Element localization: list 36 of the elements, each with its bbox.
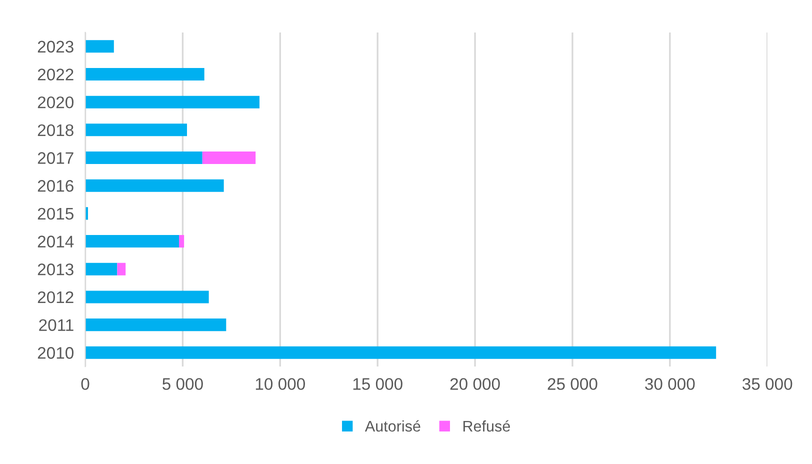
- bar: [85, 290, 209, 304]
- bar: [85, 96, 260, 108]
- y-tick-label: 2016: [38, 180, 74, 192]
- bar: [85, 68, 204, 81]
- y-tick-label: 2017: [38, 152, 74, 164]
- y-tick-label: 2023: [38, 40, 74, 53]
- bar: [178, 235, 184, 248]
- bar: [85, 235, 179, 248]
- bar: [202, 151, 256, 164]
- x-tick-label: 30 000: [645, 378, 695, 390]
- y-tick-label: 2022: [38, 68, 74, 80]
- bar: [117, 262, 126, 276]
- x-tick-label: 25 000: [548, 378, 598, 390]
- x-tick-label: 35 000: [742, 378, 792, 390]
- y-tick-label: 2010: [38, 347, 74, 359]
- y-tick-label: 2020: [38, 96, 74, 108]
- legend-label: Autorisé: [364, 420, 420, 432]
- bar: [85, 40, 114, 53]
- y-tick-label: 2018: [38, 124, 74, 136]
- bar: [85, 262, 118, 276]
- bar: [85, 179, 224, 192]
- x-tick-label: 10 000: [256, 378, 305, 390]
- bar: [85, 124, 187, 136]
- y-tick-label: 2015: [38, 208, 74, 220]
- x-tick-label: 0: [81, 378, 90, 390]
- y-tick-label: 2014: [38, 236, 74, 248]
- x-tick-label: 15 000: [353, 378, 402, 390]
- y-tick-label: 2013: [38, 264, 74, 276]
- y-tick-label: 2011: [39, 319, 74, 332]
- x-tick-label: 20 000: [450, 378, 500, 390]
- legend-label: Refusé: [463, 420, 510, 432]
- bar: [85, 346, 716, 359]
- bar: [85, 151, 202, 164]
- x-tick-label: 5 000: [162, 378, 203, 390]
- bar: [85, 318, 226, 332]
- y-tick-label: 2012: [38, 291, 74, 304]
